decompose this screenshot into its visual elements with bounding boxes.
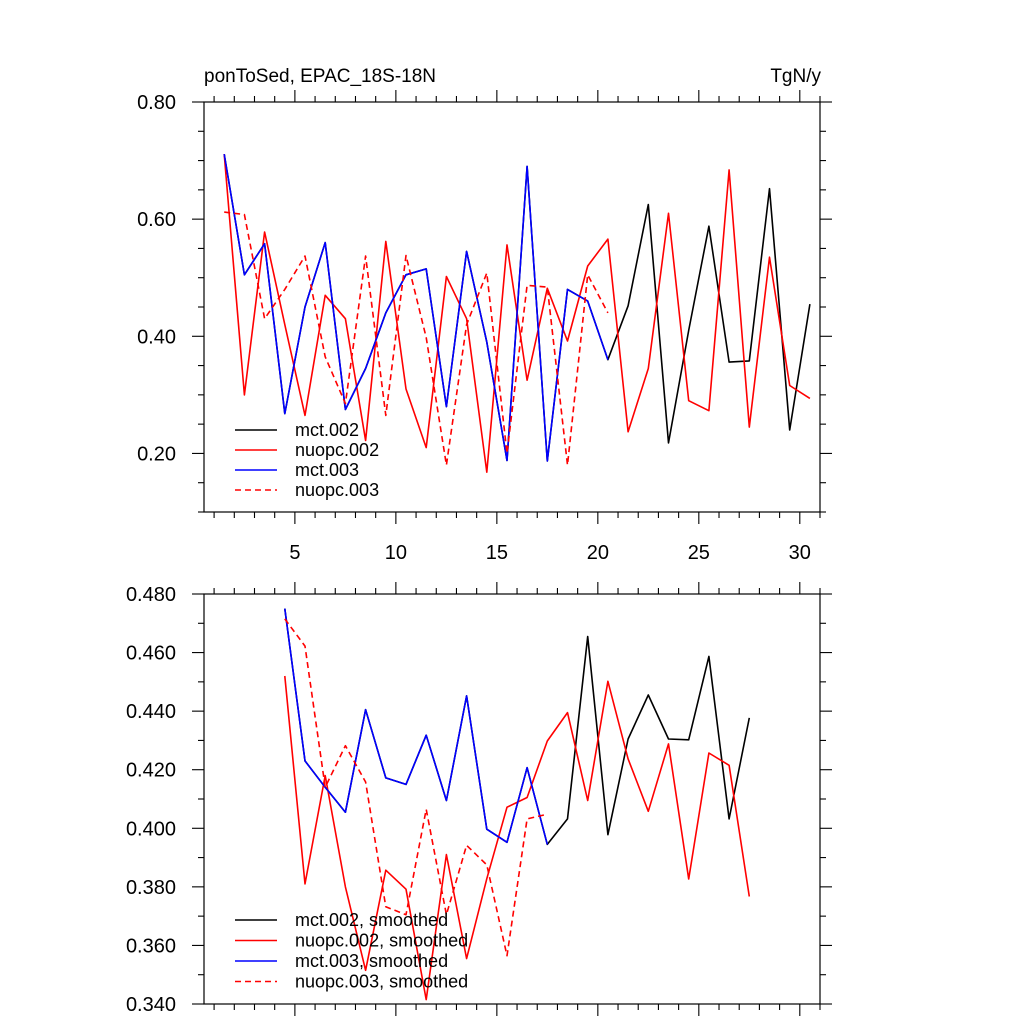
y-tick-label: 0.480	[126, 584, 176, 606]
x-tick-label: 25	[688, 542, 710, 564]
x-tick-label: 20	[587, 542, 609, 564]
legend-label: nuopc.003	[295, 480, 379, 500]
bottom-panel: 0.340 0.360 0.380 0.400 0.420 0.440 0.460 0.480…	[126, 582, 832, 1016]
x-tick-label: 15	[486, 542, 508, 564]
series-line-nuopc-003	[284, 618, 548, 957]
y-tick-label: 0.460	[126, 643, 176, 665]
series-line-nuopc-003	[224, 211, 609, 466]
y-tick-label: 0.340	[126, 994, 176, 1016]
series-lines	[284, 608, 751, 1001]
legend-label: mct.003	[295, 460, 359, 480]
y-tick-label: 0.400	[126, 818, 176, 840]
series-line-mct-003	[284, 608, 549, 845]
y-tick-label: 0.380	[126, 877, 176, 899]
legend-label: nuopc.003, smoothed	[295, 972, 468, 992]
legend-label: mct.003, smoothed	[295, 951, 448, 971]
y-tick-label: 0.80	[137, 92, 176, 114]
y-tick-label: 0.360	[126, 935, 176, 957]
y-tick-label: 0.40	[137, 326, 176, 348]
tick-marks	[192, 90, 832, 524]
series-lines	[223, 153, 811, 474]
y-tick-labels: 0.340 0.360 0.380 0.400 0.420 0.440 0.460 0.480	[126, 584, 176, 1016]
x-tick-label: 10	[385, 542, 407, 564]
tick-marks	[192, 582, 832, 1016]
y-tick-labels: 0.20 0.40 0.60 0.80	[137, 92, 176, 465]
y-tick-label: 0.60	[137, 209, 176, 231]
y-tick-label: 0.20	[137, 443, 176, 465]
series-line-mct-003	[223, 153, 609, 462]
legend-label: mct.002, smoothed	[295, 910, 448, 930]
legend-label: nuopc.002, smoothed	[295, 931, 468, 951]
legend-label: nuopc.002	[295, 440, 379, 460]
x-tick-label: 5	[289, 542, 300, 564]
units-label: TgN/y	[770, 66, 821, 87]
x-tick-label: 30	[789, 542, 811, 564]
y-tick-label: 0.420	[126, 760, 176, 782]
y-tick-label: 0.440	[126, 701, 176, 723]
legend-label: mct.002	[295, 420, 359, 440]
x-tick-labels: 5 10 15 20 25 30	[289, 542, 811, 564]
top-panel: ponToSed, EPAC_18S-18N TgN/y 0.20 0.40 0.6…	[137, 66, 832, 564]
chart-title: ponToSed, EPAC_18S-18N	[204, 66, 436, 87]
series-line-mct-002	[284, 608, 751, 846]
